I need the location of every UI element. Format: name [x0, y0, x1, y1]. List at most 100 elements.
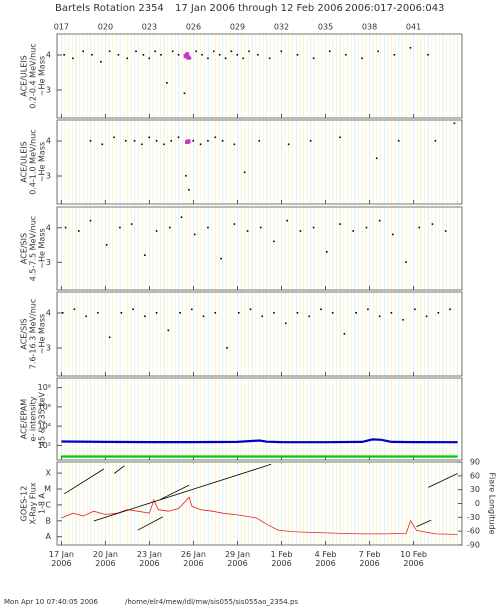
data-point [258, 140, 261, 142]
panel-frame [56, 119, 463, 205]
x-tick-label: 29 Jan 2006 [224, 550, 251, 568]
data-point [367, 308, 369, 311]
x-tick-label: 7 Feb 2006 [358, 550, 381, 568]
panel-frame [56, 33, 463, 119]
data-point [268, 57, 271, 60]
y-axis-label: ~He Mass [38, 142, 47, 182]
data-point [126, 57, 129, 60]
data-point [402, 319, 404, 321]
data-point [108, 50, 111, 53]
data-point [63, 54, 65, 56]
data-point [331, 312, 334, 314]
y-tick-label: 10⁶ [38, 402, 51, 411]
y2-tick-label: 90 [470, 458, 480, 467]
data-point [177, 54, 180, 56]
data-point [97, 312, 99, 314]
data-point [135, 50, 137, 53]
data-point [377, 50, 379, 53]
y-axis-label: ACE/SIS [20, 233, 29, 264]
y-axis-label: e- intensity [29, 396, 38, 441]
y2-tick-label: 30 [470, 485, 480, 494]
y-axis-label: ~He Mass [38, 56, 47, 96]
y-tick-label: A [46, 532, 52, 541]
y-tick-label: 3 [46, 258, 51, 267]
data-point [167, 329, 170, 332]
data-point [237, 312, 240, 314]
data-point [119, 226, 121, 229]
data-point [199, 143, 202, 146]
data-point [192, 140, 195, 142]
data-point [191, 308, 193, 311]
data-point [188, 189, 190, 191]
data-point [345, 54, 347, 56]
y-axis-label: 0.4-1.0 MeV/nuc [29, 129, 38, 194]
y-tick-label: 4 [46, 309, 51, 318]
data-point [453, 122, 456, 125]
data-point [185, 54, 190, 59]
data-point [133, 140, 136, 142]
x-tick-label: 26 Jan 2006 [180, 550, 206, 568]
y-axis-label: ACE/ULEIS [20, 55, 29, 96]
y-axis-label: X-Ray Flux [29, 482, 38, 524]
data-point [101, 143, 104, 146]
data-point [437, 312, 440, 314]
footer-path: /home/elr4/mew/idl/mw/sis055/sis055ao_23… [125, 598, 298, 606]
data-point [185, 175, 187, 177]
y-tick-label: X [46, 469, 52, 478]
y-tick-label: 4 [46, 223, 51, 232]
x-tick-label: 4 Feb 2006 [314, 550, 337, 568]
data-point [195, 50, 198, 53]
data-point [207, 226, 209, 229]
top-tick-label: 026 [186, 23, 201, 32]
data-point [193, 233, 196, 236]
data-point [236, 54, 239, 56]
data-point [202, 315, 205, 318]
data-point [148, 136, 151, 139]
data-point [286, 219, 288, 222]
y-tick-label: 10² [38, 441, 51, 450]
y-axis-label: 7.6-16.3 MeV/nuc [29, 299, 38, 370]
data-point [284, 322, 287, 325]
data-point [168, 226, 171, 229]
y-tick-label: 10⁴ [38, 422, 51, 431]
panel-frame [56, 206, 463, 291]
data-point [414, 308, 416, 311]
y-tick-label: M [44, 485, 51, 494]
data-point [186, 139, 191, 144]
data-point [220, 257, 222, 260]
data-point [397, 140, 400, 142]
data-point [160, 54, 162, 56]
top-tick-label: 038 [362, 23, 377, 32]
data-point [89, 219, 92, 222]
y-tick-label: 4 [46, 137, 51, 146]
x-tick-label: 23 Jan 2006 [136, 550, 162, 568]
data-point [243, 171, 246, 174]
y-tick-label: 10⁸ [38, 383, 51, 392]
data-point [226, 347, 228, 349]
data-point [431, 223, 434, 225]
data-point [280, 50, 283, 53]
x-tick-label: 20 Jan 2006 [92, 550, 118, 568]
data-point [100, 61, 102, 63]
data-point [233, 223, 236, 225]
data-point [393, 54, 396, 56]
top-tick-label: 023 [142, 23, 157, 32]
data-point [434, 140, 437, 142]
data-point [320, 308, 322, 311]
footer-date: Mon Apr 10 07:40:05 2006 [4, 598, 98, 606]
data-point [242, 57, 244, 60]
y-tick-label: 3 [46, 86, 51, 95]
data-point [221, 140, 224, 142]
data-point [312, 226, 315, 229]
data-point [246, 230, 249, 232]
data-point [73, 308, 76, 311]
data-point [207, 140, 209, 142]
top-tick-label: 032 [274, 23, 289, 32]
data-point [85, 315, 87, 318]
data-point [144, 315, 146, 318]
data-point [224, 57, 227, 60]
data-point [177, 136, 180, 139]
x-tick-label: 17 Jan 2006 [48, 550, 74, 568]
